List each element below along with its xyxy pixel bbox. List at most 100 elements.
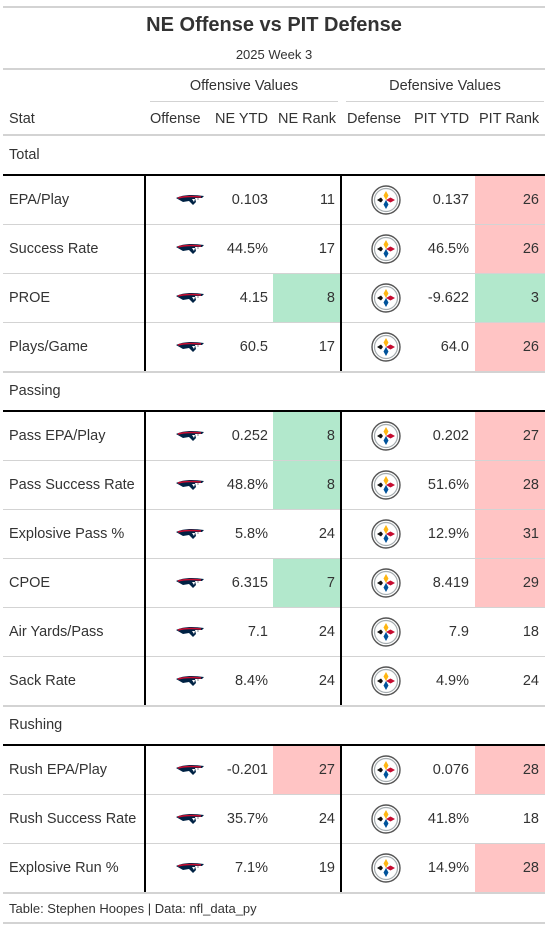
- pit-rank-value: 3: [530, 290, 539, 306]
- row-divider: [3, 224, 545, 225]
- steelers-logo-icon: [371, 421, 401, 456]
- ne-rank-value: 7: [326, 575, 335, 591]
- ne-rank-shade: [273, 323, 341, 371]
- stat-name: Sack Rate: [9, 673, 76, 689]
- ne-ytd-value: 0.252: [231, 428, 268, 444]
- row-divider: [3, 558, 545, 559]
- steelers-logo-icon: [371, 519, 401, 554]
- pit-ytd-value: 8.419: [432, 575, 469, 591]
- patriots-logo-icon: [175, 291, 205, 310]
- stat-name: Explosive Run %: [9, 860, 119, 876]
- stat-name: CPOE: [9, 575, 51, 591]
- ne-rank-value: 24: [318, 673, 335, 689]
- ne-ytd-value: 8.4%: [234, 673, 268, 689]
- pit-rank-value: 27: [522, 428, 539, 444]
- ne-rank-shade: [273, 608, 341, 656]
- pit-rank-shade: [475, 176, 545, 224]
- ne-rank-shade: [273, 412, 341, 460]
- header-top-border: [3, 68, 545, 70]
- patriots-logo-icon: [175, 340, 205, 359]
- patriots-logo-icon: [175, 812, 205, 831]
- col-header-defense: Defense: [347, 111, 402, 127]
- ne-rank-shade: [273, 559, 341, 607]
- pit-ytd-value: 4.9%: [435, 673, 469, 689]
- row-divider: [3, 794, 545, 795]
- ne-ytd-value: 5.8%: [234, 526, 268, 542]
- ne-ytd-value: 48.8%: [226, 477, 268, 493]
- ne-rank-shade: [273, 274, 341, 322]
- col-header-ne-ytd: NE YTD: [215, 111, 268, 127]
- pit-ytd-value: 7.9: [448, 624, 469, 640]
- pit-rank-shade: [475, 412, 545, 460]
- table-subtitle: 2025 Week 3: [235, 47, 313, 62]
- pit-rank-value: 28: [522, 860, 539, 876]
- table-row: EPA/Play 0.103 11 0.137 26: [3, 176, 545, 225]
- patriots-logo-icon: [175, 527, 205, 546]
- defense-divider-line: [340, 746, 342, 893]
- header-bottom-border: [3, 134, 545, 136]
- table-row: Explosive Pass % 5.8% 24 12.9% 31: [3, 510, 545, 559]
- patriots-logo-icon: [175, 861, 205, 880]
- ne-rank-shade: [273, 844, 341, 892]
- stat-name: Plays/Game: [9, 339, 88, 355]
- pit-ytd-value: 41.8%: [427, 811, 469, 827]
- ne-rank-value: 19: [318, 860, 335, 876]
- ne-rank-value: 17: [318, 241, 335, 257]
- col-header-pit-rank: PIT Rank: [479, 111, 540, 127]
- steelers-logo-icon: [371, 234, 401, 269]
- ne-ytd-value: 44.5%: [226, 241, 268, 257]
- pit-rank-shade: [475, 323, 545, 371]
- ne-rank-value: 8: [326, 428, 335, 444]
- ne-ytd-value: -0.201: [226, 762, 268, 778]
- row-divider: [3, 460, 545, 461]
- pit-rank-shade: [475, 795, 545, 843]
- offensive-spanner-rule: [150, 101, 338, 102]
- stat-name: Explosive Pass %: [9, 526, 125, 542]
- col-header-stat: Stat: [9, 111, 35, 127]
- pit-rank-shade: [475, 274, 545, 322]
- group-label-rushing: Rushing: [9, 717, 63, 733]
- row-divider: [3, 273, 545, 274]
- patriots-logo-icon: [175, 674, 205, 693]
- stat-name: PROE: [9, 290, 51, 306]
- pit-rank-value: 18: [522, 624, 539, 640]
- steelers-logo-icon: [371, 666, 401, 701]
- ne-rank-value: 8: [326, 290, 335, 306]
- table-row: Pass Success Rate 48.8% 8 51.6% 28: [3, 461, 545, 510]
- ne-ytd-value: 6.315: [231, 575, 268, 591]
- steelers-logo-icon: [371, 804, 401, 839]
- ne-rank-value: 8: [326, 477, 335, 493]
- pit-rank-value: 29: [522, 575, 539, 591]
- col-header-offense: Offense: [150, 111, 201, 127]
- ne-rank-shade: [273, 795, 341, 843]
- steelers-logo-icon: [371, 332, 401, 367]
- ne-rank-value: 24: [318, 624, 335, 640]
- pit-rank-value: 31: [522, 526, 539, 542]
- defense-divider-line: [340, 176, 342, 372]
- pit-rank-shade: [475, 657, 545, 705]
- stat-name: Pass Success Rate: [9, 477, 135, 493]
- ne-ytd-value: 7.1%: [234, 860, 268, 876]
- stat-name: Rush EPA/Play: [9, 762, 108, 778]
- stat-name: Success Rate: [9, 241, 99, 257]
- stat-name: Pass EPA/Play: [9, 428, 106, 444]
- group-bottom-rule: [3, 371, 545, 373]
- patriots-logo-icon: [175, 625, 205, 644]
- table-row: PROE 4.15 8 -9.622 3: [3, 274, 545, 323]
- col-header-pit-ytd: PIT YTD: [414, 111, 470, 127]
- pit-rank-value: 24: [522, 673, 539, 689]
- pit-ytd-value: 51.6%: [427, 477, 469, 493]
- pit-rank-shade: [475, 461, 545, 509]
- patriots-logo-icon: [175, 576, 205, 595]
- pit-rank-shade: [475, 608, 545, 656]
- ne-rank-value: 24: [318, 526, 335, 542]
- steelers-logo-icon: [371, 617, 401, 652]
- pit-rank-value: 28: [522, 477, 539, 493]
- table-row: Sack Rate 8.4% 24 4.9% 24: [3, 657, 545, 706]
- ne-ytd-value: 60.5: [239, 339, 268, 355]
- col-header-ne-rank: NE Rank: [278, 111, 337, 127]
- bottom-border: [3, 922, 545, 924]
- group-rule: [3, 744, 545, 746]
- pit-ytd-value: 46.5%: [427, 241, 469, 257]
